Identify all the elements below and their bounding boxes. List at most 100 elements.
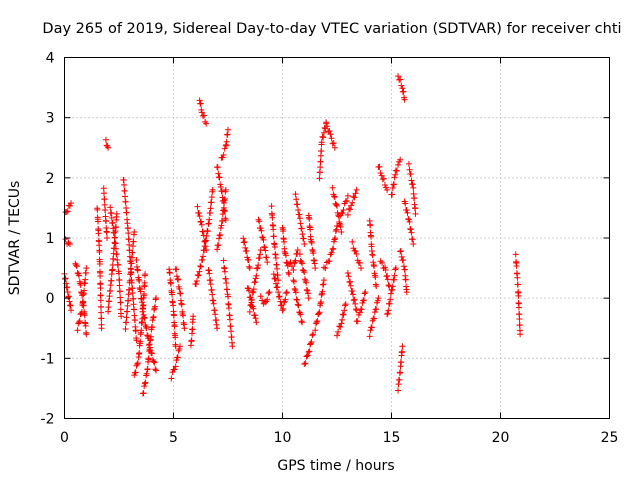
y-tick-label: 3 <box>46 111 55 127</box>
data-point <box>406 166 413 173</box>
data-point <box>252 279 259 286</box>
data-point <box>300 267 307 274</box>
data-point <box>194 203 201 210</box>
x-tick-label: 25 <box>601 430 619 446</box>
data-point <box>134 267 141 274</box>
data-point <box>216 174 223 181</box>
data-point <box>340 207 347 214</box>
data-point <box>334 332 340 339</box>
data-point <box>339 311 346 318</box>
data-point <box>201 112 208 119</box>
data-point <box>341 307 348 314</box>
data-point <box>214 246 221 253</box>
data-point <box>517 331 524 338</box>
data-point <box>123 314 130 321</box>
data-point <box>108 214 115 221</box>
data-point <box>173 273 180 280</box>
data-point <box>385 307 392 314</box>
data-point <box>403 207 410 214</box>
data-point <box>249 289 256 296</box>
data-point <box>64 288 71 295</box>
data-point <box>64 208 71 215</box>
data-point <box>385 282 392 289</box>
data-point <box>335 328 342 335</box>
data-point <box>317 158 324 165</box>
data-point <box>350 297 357 304</box>
data-point <box>397 369 404 376</box>
data-point <box>109 261 116 268</box>
data-point <box>369 252 376 259</box>
data-point <box>206 270 213 277</box>
data-point <box>395 161 402 168</box>
data-point <box>81 312 88 319</box>
data-point <box>199 256 206 263</box>
data-point <box>130 295 137 302</box>
data-point <box>246 308 253 315</box>
data-point <box>399 348 406 355</box>
data-point <box>109 219 116 226</box>
data-point <box>353 307 360 314</box>
data-point <box>326 127 333 134</box>
data-point <box>395 387 402 394</box>
data-point <box>316 309 323 316</box>
data-point <box>94 218 101 225</box>
data-point <box>309 332 316 339</box>
data-point <box>308 338 315 345</box>
data-point <box>312 265 319 272</box>
data-point <box>397 248 404 255</box>
data-point <box>265 290 272 297</box>
data-point <box>283 289 290 296</box>
data-point <box>407 171 414 178</box>
data-point <box>105 144 112 151</box>
data-point <box>292 191 299 198</box>
data-point <box>304 352 311 359</box>
data-point <box>322 265 329 272</box>
data-point <box>107 288 114 295</box>
data-point <box>253 319 260 326</box>
data-point <box>378 172 385 179</box>
data-point <box>65 239 72 246</box>
data-point <box>298 259 305 266</box>
data-point <box>371 309 378 316</box>
data-point <box>174 354 181 361</box>
data-point <box>66 202 73 209</box>
data-point <box>122 326 129 333</box>
data-point <box>96 249 103 256</box>
data-point <box>396 376 403 383</box>
data-point <box>147 333 154 340</box>
data-point <box>197 263 204 270</box>
data-point <box>110 255 117 262</box>
data-point <box>202 243 209 250</box>
data-point <box>286 271 293 278</box>
data-point <box>314 318 321 325</box>
data-point <box>401 266 408 273</box>
data-point <box>270 226 277 233</box>
data-point <box>153 367 160 374</box>
data-point <box>516 316 523 323</box>
data-point <box>138 327 145 334</box>
data-point <box>391 174 398 181</box>
data-point <box>207 281 214 288</box>
data-point <box>68 307 75 314</box>
data-point <box>294 301 301 308</box>
data-point <box>217 224 224 231</box>
data-point <box>306 348 313 355</box>
data-point <box>368 324 375 331</box>
data-point <box>173 357 180 364</box>
data-point <box>181 325 188 332</box>
data-point <box>208 199 215 206</box>
data-point <box>405 160 412 167</box>
data-point <box>252 315 259 322</box>
data-point <box>189 326 196 333</box>
data-point <box>197 219 204 226</box>
data-point <box>313 319 320 326</box>
data-point <box>130 238 137 245</box>
data-point <box>66 241 73 248</box>
data-point <box>298 225 305 232</box>
data-point <box>392 171 399 178</box>
data-point <box>180 312 187 319</box>
data-point <box>212 311 219 318</box>
data-point <box>373 283 380 290</box>
data-point <box>338 320 345 327</box>
data-point <box>76 272 83 279</box>
